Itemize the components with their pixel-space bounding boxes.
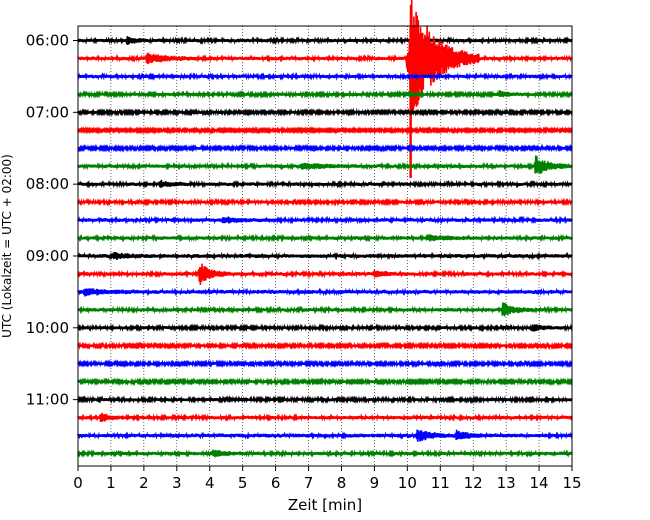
x-tick-label: 8 <box>337 474 347 492</box>
event-burst <box>405 48 422 77</box>
plot-frame <box>77 25 573 467</box>
seismic-trace <box>77 429 573 442</box>
seismic-trace <box>77 35 573 46</box>
x-tick-label: 9 <box>370 474 380 492</box>
seismic-trace <box>77 323 573 333</box>
seismic-trace <box>77 287 573 297</box>
seismic-trace <box>77 197 573 207</box>
y-axis: 06:00 07:00 08:00 09:00 10:00 11:00 <box>26 32 78 409</box>
x-tick-label: 5 <box>238 474 248 492</box>
y-tick-label: 08:00 <box>26 175 69 193</box>
x-tick-label: 7 <box>304 474 314 492</box>
seismic-trace <box>77 449 573 458</box>
y-tick-label: 09:00 <box>26 247 69 265</box>
seismic-trace <box>77 395 573 405</box>
seismic-trace <box>77 0 573 113</box>
seismic-trace <box>77 251 573 261</box>
trace-group <box>77 0 573 458</box>
seismic-trace <box>77 377 573 387</box>
y-tick-label: 10:00 <box>26 319 69 337</box>
x-tick-label: 15 <box>562 474 581 492</box>
y-tick-label: 07:00 <box>26 103 69 121</box>
seismic-trace <box>77 107 573 117</box>
seismic-trace <box>77 125 573 135</box>
y-tick-label: 11:00 <box>26 391 69 409</box>
x-tick-label: 6 <box>271 474 281 492</box>
seismic-trace <box>77 155 573 174</box>
seismic-trace <box>77 215 573 225</box>
x-tick-label: 14 <box>530 474 549 492</box>
x-tick-label: 10 <box>398 474 417 492</box>
x-tick-label: 0 <box>73 474 83 492</box>
seismic-trace <box>77 359 573 369</box>
x-tick-label: 12 <box>464 474 483 492</box>
seismic-trace <box>77 179 573 189</box>
y-axis-label: UTC (Lokalzeit = UTC + 02:00) <box>0 154 14 338</box>
seismic-trace <box>77 233 573 243</box>
y-tick-label: 06:00 <box>26 32 69 50</box>
x-tick-label: 2 <box>139 474 149 492</box>
seismic-trace <box>77 302 573 317</box>
grid-lines <box>110 26 540 466</box>
x-tick-label: 3 <box>172 474 182 492</box>
seismic-trace <box>77 89 573 99</box>
x-tick-label: 4 <box>205 474 215 492</box>
seismic-trace <box>77 263 573 285</box>
seismic-trace <box>77 71 573 81</box>
seismic-trace <box>77 412 573 423</box>
seismic-trace <box>77 341 573 351</box>
x-axis: 0 1 2 3 4 5 6 7 8 9 10 11 12 13 14 15 <box>73 466 582 492</box>
seismic-trace <box>77 143 573 153</box>
x-tick-label: 1 <box>106 474 116 492</box>
x-axis-label: Zeit [min] <box>288 496 362 514</box>
x-tick-label: 11 <box>431 474 450 492</box>
x-tick-label: 13 <box>497 474 516 492</box>
